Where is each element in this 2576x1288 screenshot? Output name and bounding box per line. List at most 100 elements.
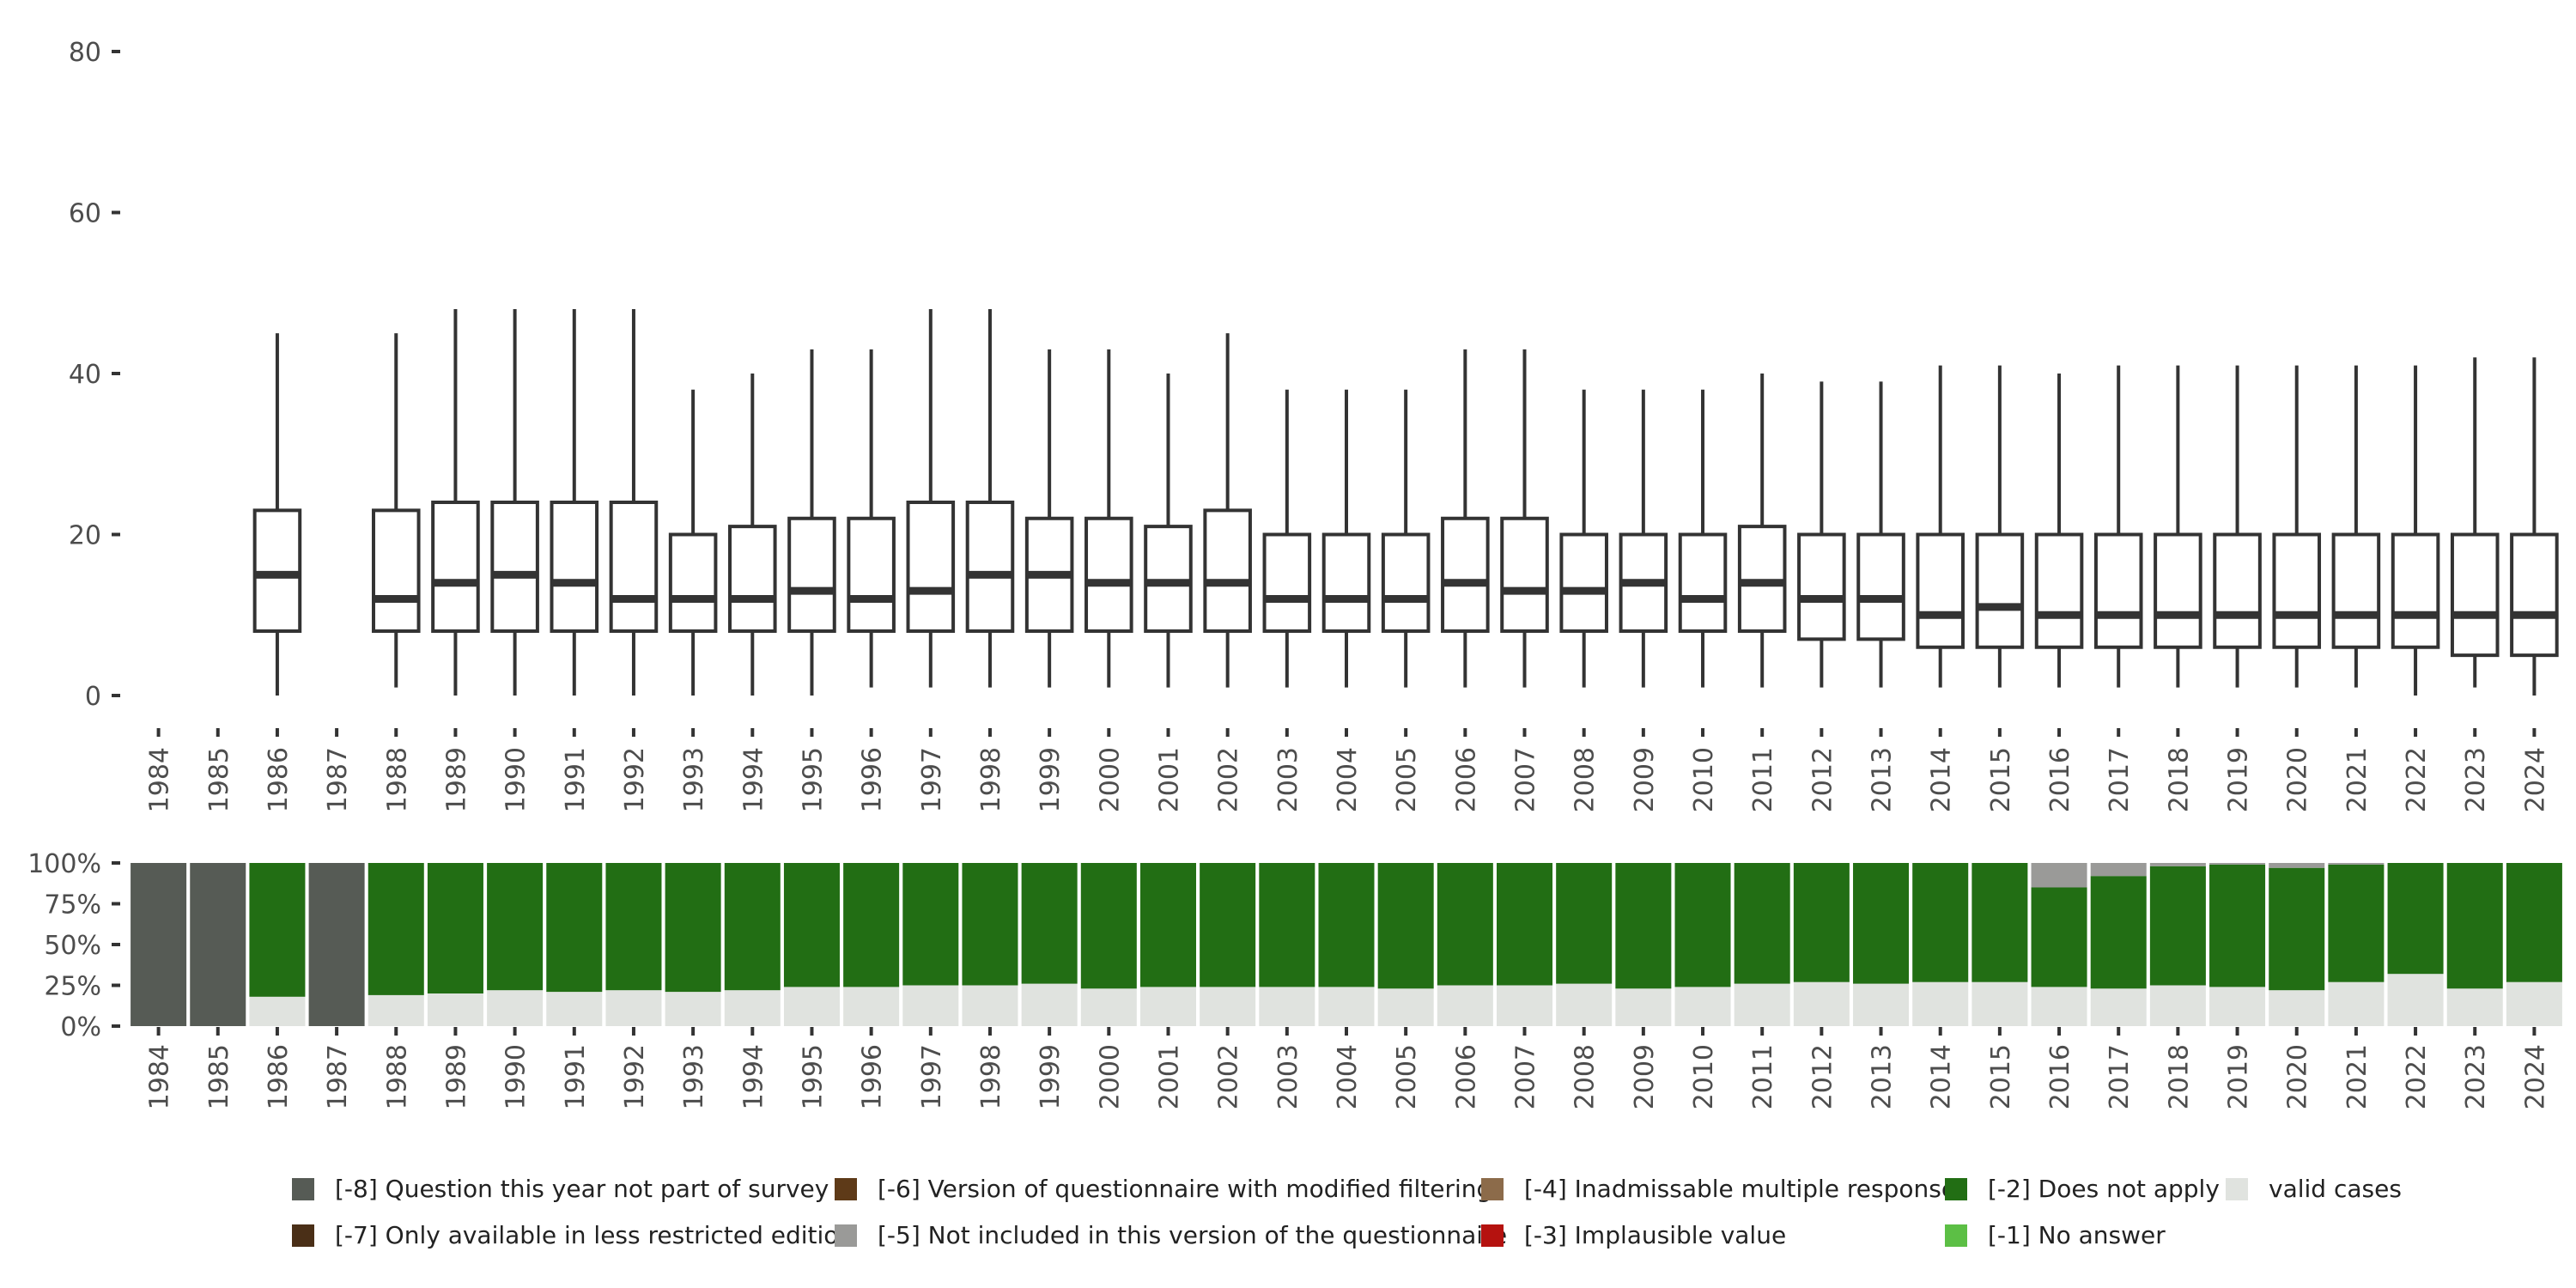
legend-label: [-1] No answer	[1988, 1221, 2166, 1249]
x-tick-label: 2006	[1451, 747, 1481, 812]
x-tick-label: 1999	[1036, 747, 1066, 812]
x-tick-label: 1984	[145, 747, 175, 812]
legend: [-8] Question this year not part of surv…	[292, 1168, 2524, 1271]
bar-segment	[1734, 983, 1790, 1026]
legend-label: valid cases	[2269, 1175, 2402, 1203]
x-tick-label: 1993	[679, 747, 709, 812]
bar-segment	[2209, 987, 2266, 1026]
bar-segment	[1437, 863, 1493, 986]
bar-segment	[368, 994, 424, 1026]
x-tick-label: 1992	[620, 747, 650, 812]
bar-segment	[1259, 863, 1315, 987]
box	[1441, 516, 1490, 633]
x-tick-label: 1988	[382, 747, 412, 812]
box	[728, 525, 777, 633]
x-tick-label: 2003	[1273, 1044, 1303, 1109]
bar-segment	[546, 863, 603, 993]
boxplot-panel: 0 20 40 60 80 1984 1985 1986 1987 1988 1989 1990 199…	[69, 38, 2559, 812]
bar-segment	[1912, 863, 1969, 982]
bar-segment	[902, 863, 959, 986]
bar-segment	[1853, 863, 1910, 984]
legend-swatch	[2226, 1177, 2248, 1200]
x-tick-label: 2018	[2164, 1044, 2194, 1109]
bar-segment	[843, 863, 900, 987]
x-tick-label: 1996	[858, 747, 888, 812]
x-tick-label: 2021	[2342, 747, 2372, 812]
box	[1975, 532, 2025, 649]
legend-item-minus4: [-4] Inadmissable multiple response	[1481, 1175, 1956, 1203]
box	[1678, 532, 1728, 633]
legend-swatch	[1945, 1224, 1967, 1247]
x-tick-label: 1996	[858, 1044, 888, 1109]
bar-segment	[2269, 863, 2325, 868]
box	[1203, 508, 1252, 633]
x-tick-label: 1984	[145, 1044, 175, 1109]
bar-segment	[1793, 863, 1850, 982]
box	[1500, 516, 1549, 633]
bar-segment	[2269, 990, 2325, 1026]
bar-segment	[2328, 863, 2385, 865]
bar-segment	[249, 863, 306, 997]
box	[1262, 532, 1312, 633]
box	[847, 516, 896, 633]
y-tick-label: 100%	[27, 849, 101, 879]
bar-segment	[2506, 981, 2562, 1026]
y-tick-label: 0	[85, 682, 101, 712]
bar-segment	[2031, 863, 2087, 888]
legend-label: [-6] Version of questionnaire with modif…	[878, 1175, 1492, 1203]
bar-segment	[1497, 985, 1553, 1026]
x-tick-label: 1985	[204, 1044, 234, 1109]
bar-segment	[2328, 981, 2385, 1026]
bar-segment	[724, 990, 781, 1026]
bar-segment	[902, 985, 959, 1026]
box	[1381, 532, 1431, 633]
box	[2272, 532, 2322, 649]
x-tick-label: 1997	[917, 1044, 947, 1109]
x-tick-label: 2001	[1154, 1044, 1184, 1109]
x-tick-label: 2016	[2045, 747, 2075, 812]
box	[490, 501, 539, 633]
x-tick-label: 2000	[1095, 1044, 1125, 1109]
box	[1737, 525, 1787, 633]
bar-segment	[2031, 887, 2087, 987]
box	[965, 501, 1015, 633]
x-tick-label: 2023	[2461, 747, 2491, 812]
box	[1321, 532, 1371, 633]
x-tick-label: 2012	[1807, 1044, 1838, 1109]
bar-segment	[1080, 988, 1137, 1026]
bar-segment	[1497, 863, 1553, 986]
legend-label: [-7] Only available in less restricted e…	[335, 1221, 854, 1249]
bar-segment	[2031, 987, 2087, 1026]
x-tick-label: 1992	[620, 1044, 650, 1109]
legend-label: [-8] Question this year not part of surv…	[335, 1175, 829, 1203]
bar-segment	[131, 863, 187, 1026]
box	[1856, 532, 1905, 641]
x-tick-label: 1998	[976, 1044, 1006, 1109]
box	[2331, 532, 2381, 649]
x-tick-label: 2002	[1214, 747, 1244, 812]
bar-segment	[1674, 987, 1731, 1026]
y-tick-label: 20	[69, 521, 101, 551]
x-tick-label: 1988	[382, 1044, 412, 1109]
bar-segment	[962, 863, 1018, 986]
x-tick-label: 1994	[738, 1044, 769, 1109]
box	[1144, 525, 1193, 633]
bar-segment	[249, 996, 306, 1026]
legend-label: [-2] Does not apply	[1988, 1175, 2220, 1203]
x-tick-label: 1990	[501, 1044, 532, 1109]
bar-segment	[1021, 863, 1078, 984]
x-tick-label: 2024	[2520, 747, 2550, 812]
x-tick-label: 2015	[1986, 747, 2016, 812]
x-tick-label: 1989	[441, 747, 471, 812]
x-tick-label: 2004	[1333, 1044, 1363, 1109]
legend-item-minus3: [-3] Implausible value	[1481, 1221, 1786, 1249]
bar-segment	[1674, 863, 1731, 987]
bar-segment	[962, 985, 1018, 1026]
bar-segment	[1912, 981, 1969, 1026]
bar-segment	[843, 987, 900, 1026]
bar-segment	[1437, 985, 1493, 1026]
x-tick-label: 2019	[2224, 747, 2254, 812]
x-tick-label: 2005	[1392, 747, 1422, 812]
bar-segment	[665, 992, 721, 1026]
box	[371, 508, 421, 633]
